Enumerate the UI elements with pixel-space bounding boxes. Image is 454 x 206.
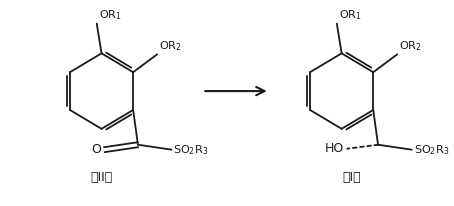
Text: HO: HO bbox=[325, 142, 345, 154]
Text: （I）: （I） bbox=[342, 171, 360, 184]
Text: OR$_1$: OR$_1$ bbox=[99, 8, 122, 21]
Text: OR$_1$: OR$_1$ bbox=[339, 8, 361, 21]
Text: O: O bbox=[92, 143, 101, 156]
Text: （II）: （II） bbox=[90, 171, 113, 184]
Text: OR$_2$: OR$_2$ bbox=[399, 39, 422, 53]
Text: SO$_2$R$_3$: SO$_2$R$_3$ bbox=[173, 142, 209, 156]
Text: SO$_2$R$_3$: SO$_2$R$_3$ bbox=[414, 142, 449, 156]
Text: OR$_2$: OR$_2$ bbox=[159, 39, 182, 53]
